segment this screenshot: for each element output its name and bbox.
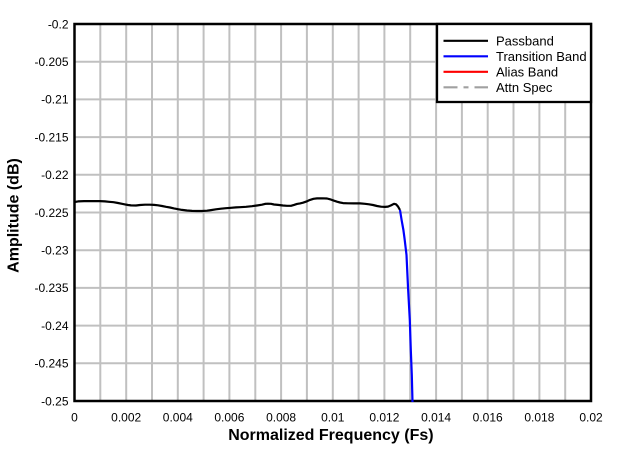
svg-text:-0.245: -0.245 [34,357,68,371]
svg-text:-0.23: -0.23 [41,244,69,258]
svg-text:0.014: 0.014 [421,411,451,425]
svg-text:-0.215: -0.215 [34,130,68,144]
svg-text:-0.24: -0.24 [41,319,69,333]
svg-text:Passband: Passband [496,33,554,48]
svg-text:Alias Band: Alias Band [496,64,558,79]
svg-text:-0.235: -0.235 [34,281,68,295]
svg-text:0.02: 0.02 [579,411,603,425]
svg-text:0.016: 0.016 [473,411,503,425]
svg-text:0.012: 0.012 [369,411,399,425]
svg-text:0.008: 0.008 [266,411,296,425]
svg-text:0: 0 [71,411,78,425]
svg-text:0.006: 0.006 [214,411,244,425]
svg-text:-0.25: -0.25 [41,394,69,408]
svg-text:Amplitude (dB): Amplitude (dB) [6,158,23,273]
svg-text:Normalized Frequency (Fs): Normalized Frequency (Fs) [228,427,433,444]
svg-text:0.01: 0.01 [321,411,345,425]
svg-text:-0.21: -0.21 [41,93,69,107]
svg-text:0.018: 0.018 [524,411,554,425]
svg-text:Transition Band: Transition Band [496,49,587,64]
svg-text:0.002: 0.002 [111,411,141,425]
svg-text:0.004: 0.004 [163,411,193,425]
svg-text:-0.205: -0.205 [34,55,68,69]
svg-text:-0.225: -0.225 [34,206,68,220]
svg-text:-0.2: -0.2 [48,17,69,31]
svg-text:Attn Spec: Attn Spec [496,80,553,95]
svg-text:-0.22: -0.22 [41,168,69,182]
